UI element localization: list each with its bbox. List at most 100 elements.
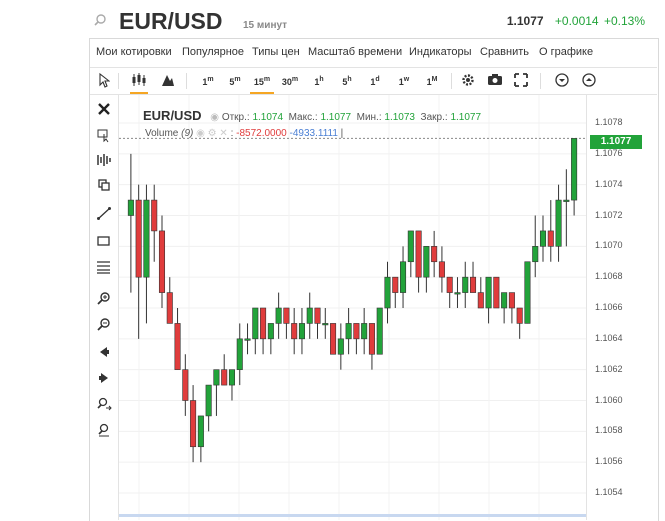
candle-body	[283, 307, 290, 324]
candle-body	[190, 400, 197, 448]
scroll-left-icon[interactable]	[96, 344, 112, 360]
fullscreen-icon[interactable]	[514, 68, 528, 92]
candle	[376, 307, 383, 355]
candle-body	[539, 230, 547, 247]
y-tick-label: 1.1056	[595, 456, 623, 467]
menu-about-chart[interactable]: О графике	[539, 46, 594, 58]
zoom-forward-icon[interactable]	[96, 396, 112, 412]
candle	[314, 307, 321, 339]
candle-body	[244, 338, 251, 341]
trend-lines-icon[interactable]	[96, 152, 112, 168]
candle	[493, 276, 500, 309]
y-tick-label: 1.1054	[595, 487, 623, 497]
y-tick-label: 1.1060	[595, 394, 623, 405]
interval-5m[interactable]: 5m	[229, 76, 241, 87]
price-chart[interactable]	[119, 95, 586, 520]
candle-body	[174, 323, 181, 370]
candle-body	[314, 307, 321, 324]
candle	[438, 246, 445, 293]
menu-price-types[interactable]: Типы цен	[252, 46, 300, 58]
candles-icon[interactable]	[130, 68, 148, 94]
candle	[158, 215, 166, 308]
layers-icon[interactable]	[96, 177, 112, 193]
candle-body	[438, 261, 445, 278]
menu-time-scale[interactable]: Масштаб времени	[308, 46, 403, 58]
candle	[330, 323, 337, 355]
interval-1h[interactable]: 1h	[314, 76, 324, 87]
candle-body	[260, 307, 267, 340]
zoom-out-icon[interactable]	[96, 317, 112, 333]
scroll-right-icon[interactable]	[96, 370, 112, 386]
candle-body	[446, 276, 453, 293]
candle-body	[275, 307, 282, 324]
download-icon[interactable]	[555, 68, 569, 92]
candle	[174, 308, 181, 370]
candle-body	[197, 415, 204, 448]
candle	[221, 354, 228, 386]
open-value: 1.1074	[252, 112, 284, 123]
candle-body	[221, 369, 228, 386]
candle-body	[516, 307, 523, 324]
candle-body	[555, 199, 562, 247]
y-tick-label: 1.1068	[595, 271, 623, 282]
candle	[143, 184, 150, 324]
interval-5h[interactable]: 5h	[342, 76, 352, 87]
area-chart-icon[interactable]	[160, 68, 176, 92]
menu-compare[interactable]: Сравнить	[480, 46, 530, 58]
eye-icon[interactable]: ◉	[210, 112, 220, 123]
select-tool-icon[interactable]	[96, 127, 112, 143]
upload-icon[interactable]	[582, 68, 596, 92]
candle	[197, 415, 204, 463]
y-tick-label: 1.1074	[595, 178, 623, 189]
candle-body	[228, 369, 235, 386]
interval-1m[interactable]: 1m	[202, 76, 214, 87]
candle	[244, 323, 251, 355]
gear-icon[interactable]	[461, 68, 475, 92]
candle	[415, 230, 422, 293]
menu-indicators[interactable]: Индикаторы	[409, 46, 472, 58]
candle	[470, 261, 477, 293]
symbol-title: EUR/USD	[119, 8, 223, 34]
volume-value-2: -4933.1111	[289, 128, 338, 139]
candle	[228, 369, 235, 401]
candle-body	[213, 369, 220, 386]
candle	[298, 308, 305, 355]
volume-strip	[119, 514, 586, 517]
candle	[267, 323, 274, 355]
interval-15m[interactable]: 15m	[250, 68, 274, 94]
candle	[508, 292, 515, 324]
menu-my-quotes[interactable]: Мои котировки	[96, 46, 172, 58]
candle	[571, 138, 578, 216]
volume-controls-icon[interactable]: ◉ ⚙ ✕	[196, 128, 228, 139]
close-icon[interactable]	[96, 101, 112, 117]
candle	[127, 153, 134, 293]
interval-1M[interactable]: 1M	[426, 76, 438, 87]
candle-body	[400, 261, 407, 293]
interval-1d[interactable]: 1d	[370, 76, 380, 87]
interval-1w[interactable]: 1w	[398, 76, 410, 87]
candle-body	[563, 199, 570, 202]
zoom-in-icon[interactable]	[96, 291, 112, 307]
candle	[532, 215, 539, 278]
candle-body	[407, 230, 414, 263]
ohlc-legend: EUR/USD ◉ Откр.: 1.1074 Макс.: 1.1077 Ми…	[143, 108, 481, 123]
rectangle-tool-icon[interactable]	[96, 233, 112, 249]
fibonacci-tool-icon[interactable]	[96, 259, 112, 275]
price-axis[interactable]: 1.1078 1.1076 1.1074 1.1072 1.1070 1.1068 1.10…	[586, 95, 658, 520]
candle-body	[306, 307, 313, 324]
high-label: Макс.:	[288, 112, 318, 123]
high-value: 1.1077	[320, 112, 352, 123]
candle	[252, 307, 259, 355]
cursor-icon[interactable]	[96, 68, 110, 92]
candle-body	[368, 323, 375, 355]
interval-30m[interactable]: 30m	[281, 76, 299, 87]
zoom-reset-icon[interactable]	[96, 422, 112, 438]
candle	[322, 308, 329, 339]
search-icon[interactable]	[94, 14, 106, 26]
menu-popular[interactable]: Популярное	[182, 46, 245, 58]
camera-icon[interactable]	[487, 68, 503, 92]
toolbar: 1m 5m 15m 30m 1h 5h 1d 1w 1M	[90, 68, 657, 95]
candle	[555, 184, 562, 262]
candle-body	[423, 246, 430, 278]
line-tool-icon[interactable]	[96, 205, 112, 221]
